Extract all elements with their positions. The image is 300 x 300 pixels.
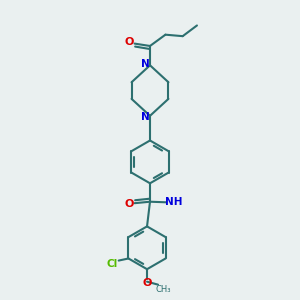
Text: N: N	[141, 112, 149, 122]
Text: O: O	[125, 200, 134, 209]
Text: O: O	[125, 37, 134, 47]
Text: NH: NH	[165, 197, 182, 207]
Text: O: O	[142, 278, 152, 288]
Text: Cl: Cl	[106, 260, 118, 269]
Text: N: N	[141, 59, 149, 69]
Text: CH₃: CH₃	[156, 285, 171, 294]
